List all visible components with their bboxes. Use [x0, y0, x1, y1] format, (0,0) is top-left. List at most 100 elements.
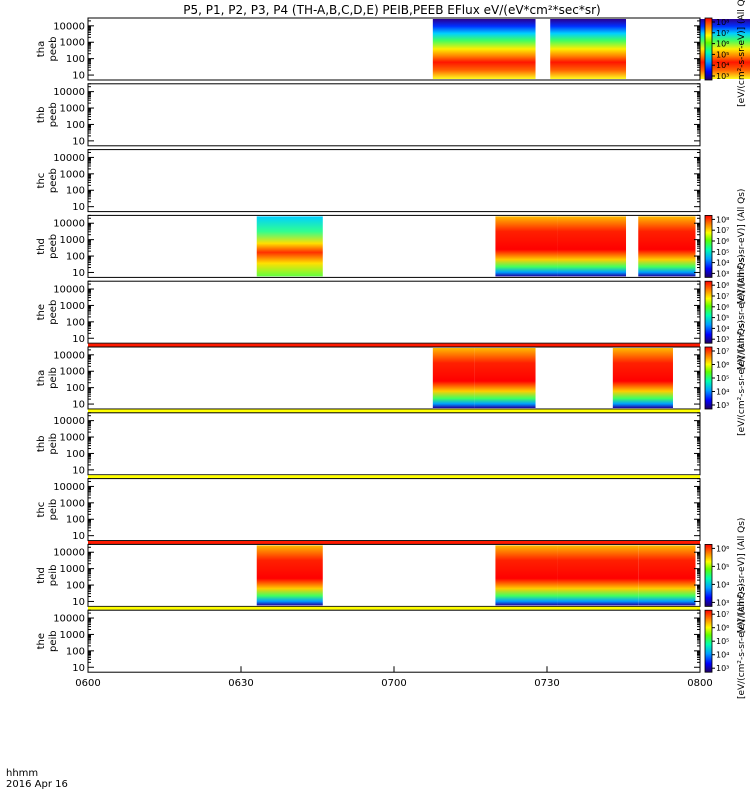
- quality-flag-bar: [88, 409, 700, 413]
- colorbar-tick-label: 10⁴: [716, 651, 729, 660]
- x-tick-label: 0600: [75, 678, 100, 689]
- spectrum-block: [495, 216, 558, 277]
- y-tick-label: 10000: [53, 153, 85, 164]
- x-tick-label: 0730: [534, 678, 559, 689]
- spectrum-block: [474, 348, 536, 408]
- y-tick-label: 10: [72, 663, 85, 674]
- panel-thb-peib: 10 100 1000 10000 thb peib: [36, 412, 701, 479]
- y-tick-label: 10: [72, 268, 85, 279]
- colorbar-units-label: [eV/(cm²-s-sr-eV)] (All Qs): [737, 583, 747, 699]
- panel-frame: [87, 478, 701, 542]
- y-tick-label: 100: [66, 515, 85, 526]
- colorbar-tick-label: 10⁴: [716, 580, 729, 589]
- y-tick-label: 100: [66, 186, 85, 197]
- chart-title: P5, P1, P2, P3, P4 (TH-A,B,C,D,E) PEIB,P…: [183, 3, 600, 17]
- colorbar-tick-label: 10⁵: [716, 637, 729, 646]
- colorbar-tick-label: 10³: [716, 664, 729, 673]
- spectrum-block: [495, 545, 558, 606]
- colorbar-tick-label: 10⁷: [716, 347, 729, 356]
- y-tick-label: 10: [72, 202, 85, 213]
- spectrum-block: [432, 348, 475, 408]
- colorbar: [704, 609, 713, 673]
- y-tick-label: 10000: [53, 614, 85, 625]
- panel-frame: [87, 346, 701, 410]
- x-axis-time-label: hhmm: [6, 768, 38, 779]
- panel-probe-label: thc: [36, 502, 47, 518]
- panel-probe-label: the: [36, 304, 47, 320]
- y-tick-label: 1000: [60, 498, 85, 509]
- colorbar-tick-label: 10⁶: [716, 624, 729, 633]
- y-tick-label: 1000: [60, 564, 85, 575]
- y-tick-label: 100: [66, 646, 85, 657]
- colorbar-tick-label: 10⁵: [716, 248, 729, 257]
- colorbar: [704, 280, 713, 344]
- spectrum-block: [638, 545, 696, 606]
- x-tick-label: 0800: [687, 678, 712, 689]
- panel-frame: [87, 609, 701, 673]
- colorbar-tick-label: 10⁷: [716, 292, 729, 301]
- panel-species-label: peeb: [48, 102, 59, 127]
- panel-species-label: peeb: [48, 37, 59, 62]
- panel-frame: [87, 83, 701, 147]
- colorbar-tick-label: 10³: [716, 598, 729, 607]
- y-tick-label: 100: [66, 383, 85, 394]
- colorbar-tick-label: 10⁴: [716, 61, 729, 70]
- y-tick-label: 10: [72, 465, 85, 476]
- panel-species-label: peib: [48, 433, 59, 455]
- colorbar: [704, 544, 713, 607]
- quality-flag-bar: [88, 343, 700, 347]
- panel-species-label: peib: [48, 499, 59, 521]
- y-tick-label: 10000: [53, 416, 85, 427]
- y-tick-label: 100: [66, 54, 85, 65]
- y-tick-label: 10000: [53, 482, 85, 493]
- y-tick-label: 100: [66, 317, 85, 328]
- y-tick-label: 1000: [60, 433, 85, 444]
- panel-frame: [87, 412, 701, 476]
- y-tick-label: 1000: [60, 301, 85, 312]
- panel-probe-label: the: [36, 633, 47, 649]
- quality-flag-bar: [88, 475, 700, 479]
- spectrum-block: [638, 216, 696, 277]
- panel-thc-peeb: 10 100 1000 10000 thc peeb: [36, 149, 701, 213]
- quality-flag-bar: [88, 606, 700, 610]
- colorbar-tick-label: 10⁴: [716, 388, 729, 397]
- panel-thd-peib: 10 100 1000 10000 thd peib 10³ 10⁴ 10⁵ 10⁶ [eV/(cm…: [36, 518, 747, 634]
- y-tick-label: 100: [66, 581, 85, 592]
- colorbar-tick-label: 10⁶: [716, 303, 729, 312]
- panel-thb-peeb: 10 100 1000 10000 thb peeb: [36, 83, 701, 147]
- panel-species-label: peib: [48, 367, 59, 389]
- y-tick-label: 10000: [53, 285, 85, 296]
- panel-frame: [87, 280, 701, 344]
- colorbar-tick-label: 10³: [716, 72, 729, 81]
- y-tick-label: 100: [66, 120, 85, 131]
- x-axis-date-label: 2016 Apr 16: [6, 779, 68, 790]
- colorbar-tick-label: 10⁸: [716, 281, 729, 290]
- panel-probe-label: tha: [36, 370, 47, 386]
- spectrum-block: [557, 216, 627, 277]
- y-tick-label: 10: [72, 597, 85, 608]
- y-tick-label: 10000: [53, 21, 85, 32]
- panel-probe-label: thb: [36, 435, 47, 452]
- spectrum-block: [256, 216, 323, 277]
- colorbar-tick-label: 10³: [716, 401, 729, 410]
- colorbar-tick-label: 10⁷: [716, 226, 729, 235]
- colorbar-tick-label: 10³: [716, 269, 729, 278]
- y-tick-label: 1000: [60, 367, 85, 378]
- panel-thc-peib: 10 100 1000 10000 thc peib: [36, 478, 701, 544]
- panel-tha-peib: 10 100 1000 10000 tha peib 10³ 10⁴ 10⁵ 10⁶ 10⁷ [eV/…: [36, 320, 747, 436]
- panel-probe-label: tha: [36, 41, 47, 57]
- spectrum-block: [432, 19, 536, 79]
- colorbar-tick-label: 10⁷: [716, 29, 729, 38]
- colorbar-tick-label: 10⁵: [716, 314, 729, 323]
- spectrum-block: [557, 545, 639, 606]
- colorbar-units-label: [eV/(cm²-s-sr-eV)] (All Qs): [737, 0, 747, 107]
- panel-the-peib: 10 100 1000 10000 the peib 10³ 10⁴ 10⁵ 10⁶ 10⁷ [eV/…: [36, 583, 747, 699]
- y-tick-label: 1000: [60, 630, 85, 641]
- colorbar-units-label: [eV/(cm²-s-sr-eV)] (All Qs): [737, 320, 747, 436]
- panel-species-label: peib: [48, 630, 59, 652]
- y-tick-label: 1000: [60, 38, 85, 49]
- y-tick-label: 10000: [53, 219, 85, 230]
